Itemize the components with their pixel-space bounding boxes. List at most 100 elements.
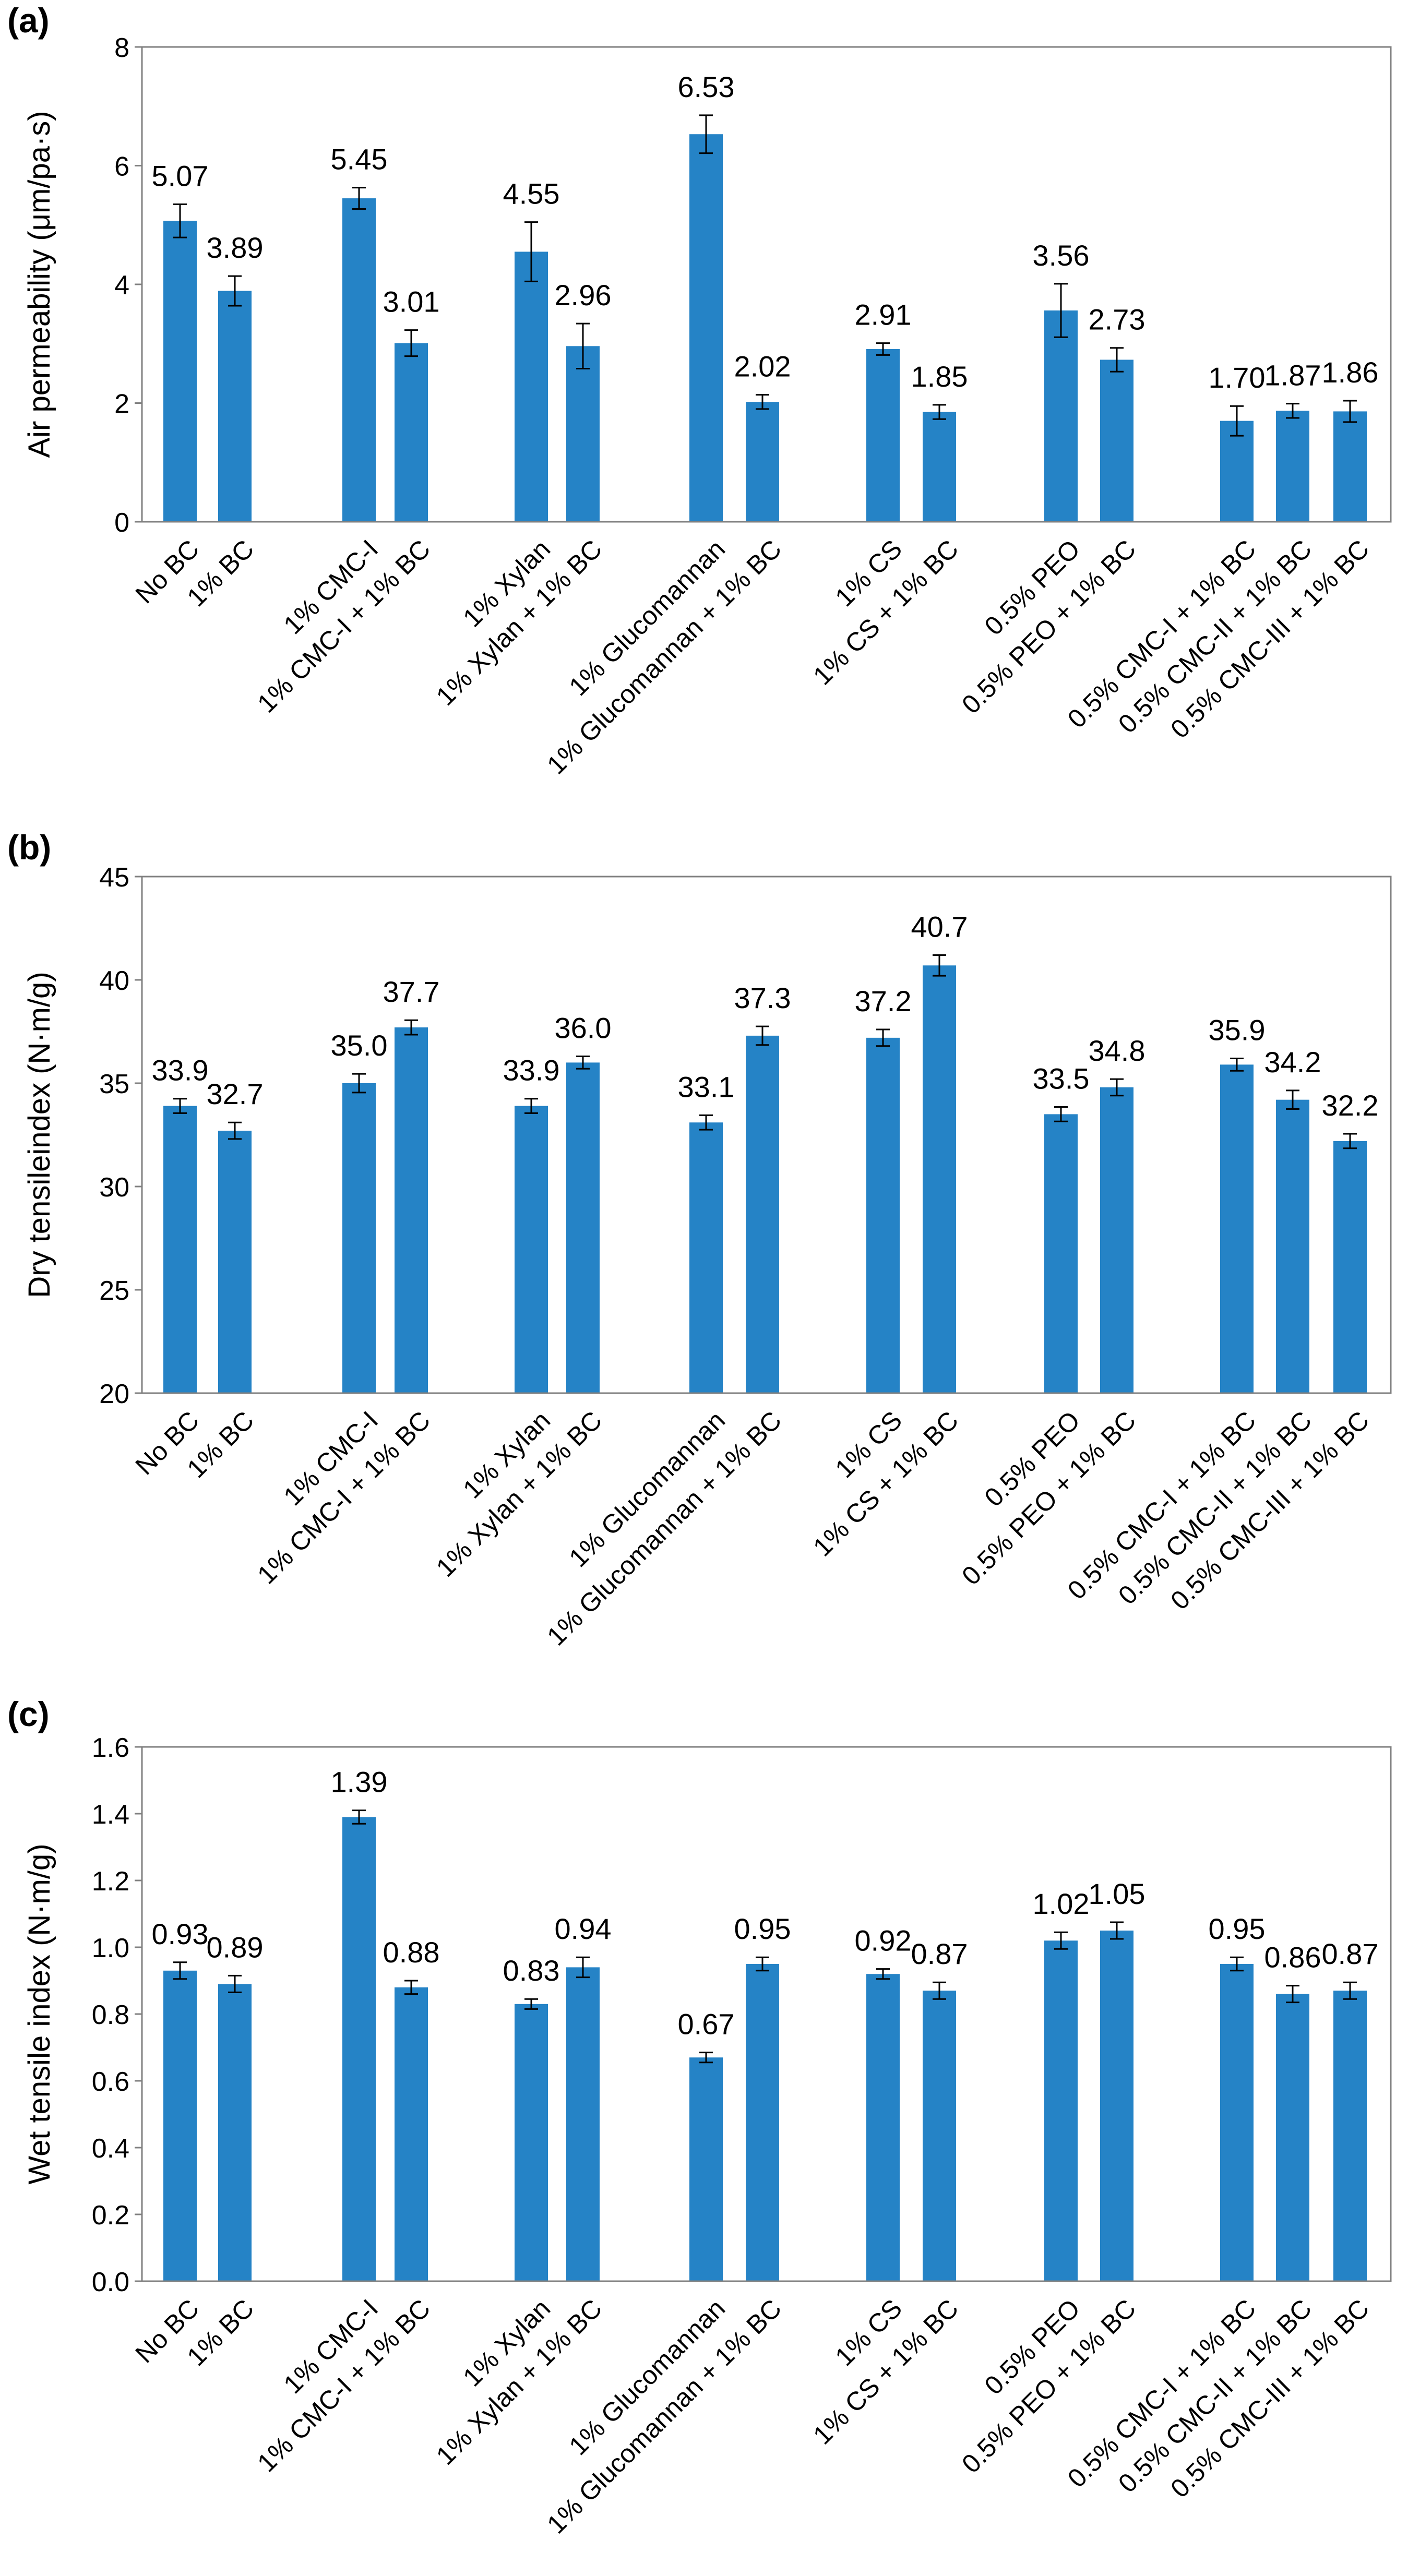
plot-frame xyxy=(141,1746,1392,2282)
data-label: 2.73 xyxy=(1089,303,1146,336)
bar xyxy=(746,402,779,522)
error-bar xyxy=(576,1056,590,1070)
data-label: 32.2 xyxy=(1322,1089,1379,1122)
y-tick-label: 20 xyxy=(99,1379,129,1409)
error-bar xyxy=(1286,403,1299,419)
y-tick-label: 6 xyxy=(114,152,129,182)
error-bar xyxy=(1230,1956,1244,1972)
bar xyxy=(1100,1087,1133,1393)
error-bar xyxy=(1286,1985,1299,2004)
error-bar xyxy=(933,404,946,420)
error-bar xyxy=(173,1098,187,1114)
y-tick-label: 8 xyxy=(114,33,129,63)
data-label: 6.53 xyxy=(678,70,735,103)
bar xyxy=(923,412,956,522)
y-tick-label: 30 xyxy=(99,1172,129,1203)
bar xyxy=(1220,1964,1254,2281)
data-label: 35.0 xyxy=(331,1029,388,1062)
bar xyxy=(515,2004,548,2281)
error-bar xyxy=(1343,400,1357,423)
error-bar xyxy=(1286,1089,1299,1110)
plot-frame xyxy=(141,46,1392,523)
bar xyxy=(163,221,197,522)
error-bar xyxy=(876,1028,890,1047)
panel-label: (c) xyxy=(7,1695,50,1733)
data-label: 35.9 xyxy=(1209,1013,1266,1046)
error-bar xyxy=(1054,1106,1068,1122)
bar xyxy=(342,1083,376,1393)
error-bar xyxy=(756,394,769,410)
error-bar xyxy=(1343,1981,1357,2000)
y-tick-label: 40 xyxy=(99,966,129,996)
y-axis-title: Air permeability (μm/pa·s) xyxy=(22,111,56,458)
bar xyxy=(342,1817,376,2281)
data-label: 1.05 xyxy=(1089,1877,1146,1910)
error-bar xyxy=(876,1968,890,1980)
bar xyxy=(342,198,376,522)
bar xyxy=(689,1122,723,1393)
y-tick-label: 0.6 xyxy=(92,2067,129,2097)
data-label: 33.9 xyxy=(152,1054,209,1087)
data-label: 3.56 xyxy=(1033,239,1090,272)
data-label: 34.8 xyxy=(1089,1034,1146,1067)
bar xyxy=(1100,360,1133,522)
bar xyxy=(566,1062,600,1393)
data-label: 32.7 xyxy=(207,1077,264,1110)
bar xyxy=(566,1967,600,2281)
data-label: 0.95 xyxy=(734,1912,791,1945)
data-label: 5.45 xyxy=(331,143,388,176)
data-label: 36.0 xyxy=(555,1012,612,1045)
bar xyxy=(746,1035,779,1393)
bar xyxy=(866,1974,900,2281)
error-bar xyxy=(1054,1931,1068,1950)
panel-label: (b) xyxy=(7,828,51,867)
bar xyxy=(395,1027,428,1393)
bar xyxy=(1333,411,1367,522)
error-bar xyxy=(352,1810,366,1825)
bar xyxy=(1276,1994,1309,2281)
error-bar xyxy=(756,1025,769,1046)
bar xyxy=(218,1131,252,1393)
y-tick-label: 35 xyxy=(99,1069,129,1099)
bar xyxy=(1220,1064,1254,1393)
y-tick-label: 0.8 xyxy=(92,2000,129,2030)
error-bar xyxy=(933,954,946,977)
bar xyxy=(1333,1141,1367,1393)
data-label: 37.3 xyxy=(734,981,791,1014)
bar xyxy=(1276,1099,1309,1393)
error-bar xyxy=(756,1956,769,1972)
panel-label: (a) xyxy=(7,1,50,40)
error-bar xyxy=(173,203,187,238)
error-bar xyxy=(1230,405,1244,437)
bar xyxy=(218,291,252,522)
error-bar xyxy=(524,221,538,282)
panel-1: (a) Air permeability (μm/pa·s) 0 2 4 6 8 5.07 3.… xyxy=(7,1,1392,780)
bar xyxy=(1044,310,1078,522)
error-bar xyxy=(404,329,418,357)
data-label: 0.67 xyxy=(678,2008,735,2041)
error-bar xyxy=(933,1981,946,2000)
y-tick-label: 0.4 xyxy=(92,2134,129,2164)
data-label: 1.87 xyxy=(1264,359,1321,392)
data-label: 0.93 xyxy=(152,1918,209,1950)
bar xyxy=(515,1106,548,1393)
bar xyxy=(163,1106,197,1393)
bar xyxy=(395,1987,428,2281)
bar xyxy=(689,2057,723,2281)
y-tick-label: 0 xyxy=(114,508,129,538)
data-label: 5.07 xyxy=(152,159,209,192)
y-tick-label: 4 xyxy=(114,270,129,301)
bar xyxy=(515,251,548,522)
y-tick-label: 1.6 xyxy=(92,1733,129,1763)
error-bar xyxy=(228,275,242,307)
panel-2: (b) Dry tensileindex (N·m/g) 20 25 30 35 40 45 3… xyxy=(7,828,1392,1651)
bar xyxy=(746,1964,779,2281)
data-label: 37.7 xyxy=(383,975,440,1008)
error-bar xyxy=(699,2052,713,2064)
error-bar xyxy=(404,1980,418,1995)
data-label: 33.1 xyxy=(678,1070,735,1103)
bar xyxy=(1220,421,1254,522)
data-label: 3.89 xyxy=(207,231,264,264)
bar xyxy=(1044,1940,1078,2281)
